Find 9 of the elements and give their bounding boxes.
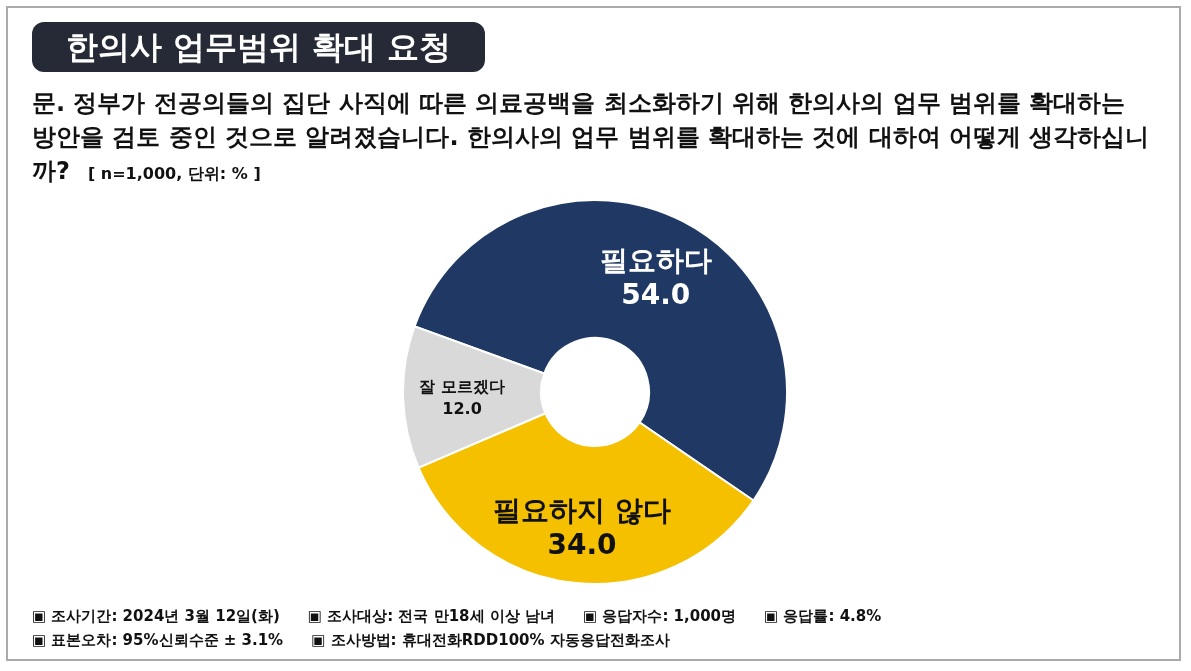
annotation: ▣ 조사기간: 2024년 3월 12일(화) bbox=[32, 607, 280, 625]
subtitle: 문. 정부가 전공의들의 집단 사직에 따른 의료공백을 최소화하기 위해 한의사의 업무 범위를 확대하는 방안을 검토 중인 것으로 알려졌습니다. 한의사의 업무 범위를 확대하는 것에 대하여 어떻게 생각하십니까? [ n=1,000, 단위: % ] bbox=[32, 88, 1151, 187]
title: 한의사 업무범위 확대 요청 bbox=[32, 22, 486, 72]
annotation: ▣ 표본오차: 95%신뢰수준 ± 3.1% bbox=[32, 631, 284, 649]
annotation: ▣ 조사대상: 전국 만18세 이상 남녀 bbox=[307, 607, 555, 625]
annotation: ▣ 응답률: 4.8% bbox=[764, 607, 882, 625]
annotation: [ n=1,000, 단위: % ] bbox=[87, 164, 261, 183]
annotation: ▣ 응답자수: 1,000명 bbox=[583, 607, 737, 625]
annotation: ▣ 조사방법: 휴대전화RDD100% 자동응답전화조사 bbox=[311, 631, 670, 649]
